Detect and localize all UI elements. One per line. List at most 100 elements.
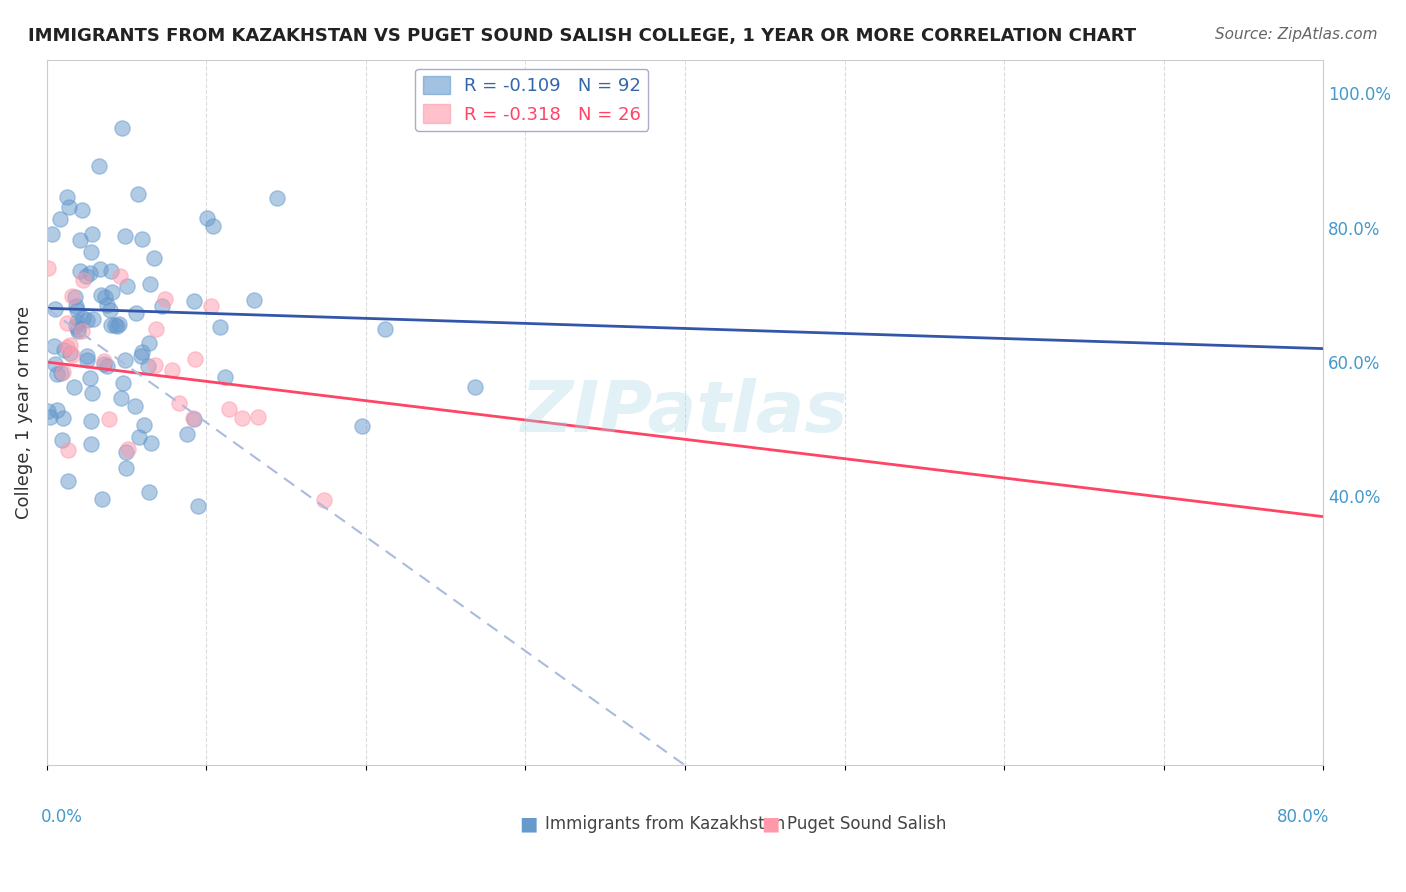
Immigrants from Kazakhstan [93, 357, 115, 371]
Immigrants from Kazakhstan [49, 211, 72, 226]
Puget Sound Salish [184, 351, 207, 366]
Puget Sound Salish [143, 359, 166, 373]
Immigrants from Kazakhstan [44, 301, 66, 316]
Puget Sound Salish [312, 493, 335, 508]
Immigrants from Kazakhstan [79, 266, 101, 280]
Immigrants from Kazakhstan [89, 160, 111, 174]
Immigrants from Kazakhstan [62, 380, 84, 394]
Puget Sound Salish [231, 411, 253, 425]
Immigrants from Kazakhstan [125, 305, 148, 319]
Immigrants from Kazakhstan [150, 299, 173, 313]
Immigrants from Kazakhstan [75, 269, 97, 284]
Immigrants from Kazakhstan [66, 324, 89, 338]
Immigrants from Kazakhstan [464, 379, 486, 393]
Immigrants from Kazakhstan [138, 277, 160, 291]
Immigrants from Kazakhstan [89, 262, 111, 277]
Immigrants from Kazakhstan [94, 290, 117, 304]
Immigrants from Kazakhstan [242, 293, 264, 307]
Immigrants from Kazakhstan [66, 315, 89, 329]
Immigrants from Kazakhstan [139, 436, 162, 450]
Immigrants from Kazakhstan [101, 285, 124, 299]
Immigrants from Kazakhstan [183, 294, 205, 309]
Text: 80.0%: 80.0% [1277, 807, 1330, 826]
Immigrants from Kazakhstan [176, 427, 198, 442]
Immigrants from Kazakhstan [111, 121, 134, 136]
Immigrants from Kazakhstan [134, 417, 156, 432]
Immigrants from Kazakhstan [49, 366, 72, 380]
Immigrants from Kazakhstan [91, 491, 114, 506]
Puget Sound Salish [145, 322, 167, 336]
Immigrants from Kazakhstan [114, 353, 136, 368]
Immigrants from Kazakhstan [80, 386, 103, 401]
Puget Sound Salish [117, 442, 139, 456]
Immigrants from Kazakhstan [108, 317, 131, 331]
Immigrants from Kazakhstan [96, 298, 118, 312]
Immigrants from Kazakhstan [72, 311, 94, 326]
Immigrants from Kazakhstan [115, 279, 138, 293]
Puget Sound Salish [56, 341, 79, 355]
Immigrants from Kazakhstan [66, 322, 89, 336]
Text: ■: ■ [519, 814, 537, 834]
Immigrants from Kazakhstan [80, 245, 103, 260]
Immigrants from Kazakhstan [52, 410, 75, 425]
Immigrants from Kazakhstan [59, 346, 82, 360]
Immigrants from Kazakhstan [136, 359, 159, 373]
Immigrants from Kazakhstan [69, 233, 91, 247]
Immigrants from Kazakhstan [197, 211, 219, 226]
Puget Sound Salish [218, 401, 240, 416]
Immigrants from Kazakhstan [374, 322, 396, 336]
Text: Puget Sound Salish: Puget Sound Salish [787, 814, 946, 833]
Immigrants from Kazakhstan [350, 418, 373, 433]
Puget Sound Salish [72, 273, 94, 287]
Immigrants from Kazakhstan [138, 335, 160, 350]
Y-axis label: College, 1 year or more: College, 1 year or more [15, 306, 32, 519]
Immigrants from Kazakhstan [82, 227, 104, 241]
Immigrants from Kazakhstan [69, 264, 91, 278]
Immigrants from Kazakhstan [56, 474, 79, 488]
Immigrants from Kazakhstan [65, 299, 87, 313]
Puget Sound Salish [56, 316, 79, 330]
Immigrants from Kazakhstan [76, 353, 98, 368]
Puget Sound Salish [200, 299, 222, 313]
Immigrants from Kazakhstan [115, 460, 138, 475]
Immigrants from Kazakhstan [51, 434, 73, 448]
Immigrants from Kazakhstan [80, 414, 103, 428]
Puget Sound Salish [98, 412, 121, 426]
Text: 0.0%: 0.0% [41, 807, 83, 826]
Immigrants from Kazakhstan [208, 319, 231, 334]
Immigrants from Kazakhstan [266, 191, 288, 205]
Puget Sound Salish [52, 365, 75, 379]
Immigrants from Kazakhstan [110, 392, 132, 406]
Immigrants from Kazakhstan [202, 219, 225, 234]
Immigrants from Kazakhstan [131, 344, 153, 359]
Puget Sound Salish [162, 363, 184, 377]
Immigrants from Kazakhstan [111, 376, 134, 391]
Puget Sound Salish [37, 261, 59, 276]
Text: Immigrants from Kazakhstan: Immigrants from Kazakhstan [544, 814, 785, 833]
Immigrants from Kazakhstan [44, 357, 66, 371]
Immigrants from Kazakhstan [79, 371, 101, 385]
Immigrants from Kazakhstan [98, 303, 121, 318]
Immigrants from Kazakhstan [129, 349, 152, 363]
Puget Sound Salish [93, 353, 115, 368]
Immigrants from Kazakhstan [142, 252, 165, 266]
Immigrants from Kazakhstan [96, 359, 118, 374]
Puget Sound Salish [246, 410, 269, 425]
Immigrants from Kazakhstan [46, 403, 69, 417]
Text: ■: ■ [762, 814, 780, 834]
Puget Sound Salish [72, 324, 94, 338]
Puget Sound Salish [169, 396, 191, 410]
Immigrants from Kazakhstan [76, 313, 98, 327]
Immigrants from Kazakhstan [183, 411, 205, 425]
Immigrants from Kazakhstan [214, 370, 236, 384]
Immigrants from Kazakhstan [65, 318, 87, 333]
Immigrants from Kazakhstan [53, 343, 76, 357]
Immigrants from Kazakhstan [37, 404, 59, 418]
Immigrants from Kazakhstan [58, 200, 80, 214]
Immigrants from Kazakhstan [45, 367, 67, 381]
Immigrants from Kazakhstan [66, 302, 89, 317]
Immigrants from Kazakhstan [124, 399, 146, 413]
Puget Sound Salish [59, 337, 82, 351]
Legend: R = -0.109   N = 92, R = -0.318   N = 26: R = -0.109 N = 92, R = -0.318 N = 26 [415, 69, 648, 131]
Immigrants from Kazakhstan [127, 186, 149, 201]
